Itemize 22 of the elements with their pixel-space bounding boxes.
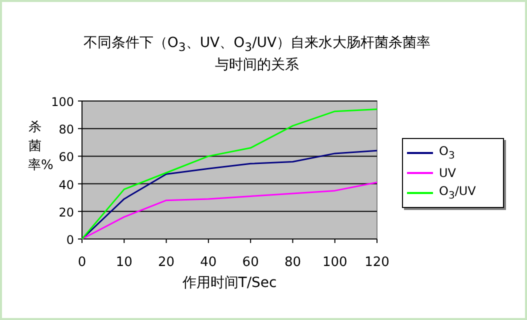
- x-axis-title: 作用时间T/Sec: [181, 274, 278, 292]
- line-series: [81, 108, 378, 240]
- legend-label: O$_{3}$: [439, 144, 455, 162]
- x-tick-label: 120: [364, 255, 390, 270]
- legend-label: UV: [439, 166, 456, 180]
- x-tick-label: 20: [158, 255, 175, 270]
- chart-title: 不同条件下（O$_{3}$、UV、O$_{3}$/UV）自来水大肠杆菌杀菌率与时间的关系: [82, 34, 432, 74]
- y-tick-label: 100: [51, 95, 74, 109]
- x-tick-label: 100: [322, 255, 348, 270]
- y-axis-title: 杀菌率%: [28, 119, 54, 175]
- line-series: [81, 182, 378, 240]
- y-tick-label: 60: [58, 150, 74, 164]
- y-tick-label: 80: [58, 122, 74, 137]
- y-tick-label: 0: [66, 233, 74, 247]
- x-tick-label: 80: [284, 255, 301, 270]
- x-tick-label: 60: [242, 255, 259, 270]
- y-tick-label: 40: [58, 178, 74, 192]
- y-tick-label: 20: [58, 205, 74, 220]
- x-tick-label: 0: [78, 255, 86, 270]
- x-tick-label: 40: [200, 255, 217, 270]
- legend-label: O$_{3}$/UV: [439, 184, 476, 202]
- x-tick-label: 10: [116, 255, 132, 270]
